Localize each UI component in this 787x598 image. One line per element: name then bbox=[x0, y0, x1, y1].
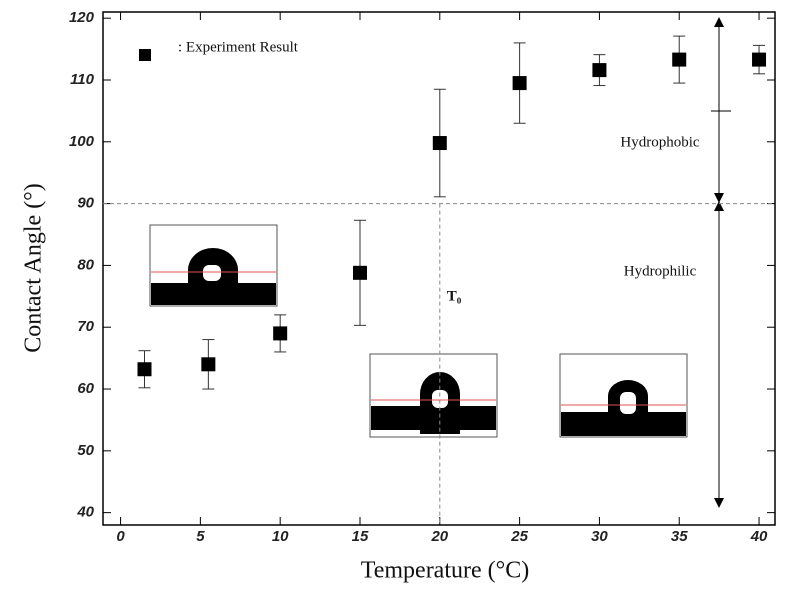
annotation: Hydrophobic bbox=[620, 134, 699, 150]
x-tick-label: 25 bbox=[510, 528, 528, 545]
marker bbox=[512, 76, 527, 91]
legend-label: : Experiment Result bbox=[178, 39, 299, 55]
marker bbox=[752, 52, 767, 67]
marker bbox=[352, 265, 367, 280]
y-tick-label: 100 bbox=[69, 133, 95, 150]
annotation: Hydrophilic bbox=[624, 263, 697, 279]
x-tick-label: 30 bbox=[591, 528, 608, 545]
x-tick-label: 40 bbox=[750, 528, 768, 545]
droplet-inset bbox=[369, 353, 498, 438]
marker bbox=[432, 136, 447, 151]
droplet-inset bbox=[149, 224, 278, 307]
y-tick-label: 60 bbox=[77, 380, 94, 397]
marker bbox=[273, 326, 288, 341]
x-axis-title: Temperature (°C) bbox=[361, 558, 530, 584]
x-tick-label: 15 bbox=[352, 528, 369, 545]
droplet-inset bbox=[559, 353, 688, 438]
x-tick-label: 5 bbox=[196, 528, 205, 545]
marker bbox=[592, 63, 607, 78]
marker bbox=[201, 357, 216, 372]
marker bbox=[137, 362, 152, 377]
y-tick-label: 40 bbox=[76, 504, 94, 521]
y-tick-label: 90 bbox=[77, 195, 94, 212]
x-tick-label: 35 bbox=[671, 528, 688, 545]
annotation: T₀ bbox=[447, 288, 462, 304]
y-tick-label: 50 bbox=[77, 442, 94, 459]
plot-frame bbox=[102, 11, 776, 526]
x-tick-label: 0 bbox=[116, 528, 125, 545]
y-tick-label: 80 bbox=[77, 256, 94, 273]
marker bbox=[672, 52, 687, 67]
y-axis-title: Contact Angle (°) bbox=[21, 183, 47, 353]
x-tick-label: 10 bbox=[272, 528, 289, 545]
y-tick-label: 110 bbox=[70, 71, 95, 88]
x-tick-label: 20 bbox=[430, 528, 448, 545]
y-tick-label: 120 bbox=[69, 9, 95, 26]
legend-marker bbox=[139, 49, 151, 61]
y-tick-label: 70 bbox=[77, 318, 94, 335]
